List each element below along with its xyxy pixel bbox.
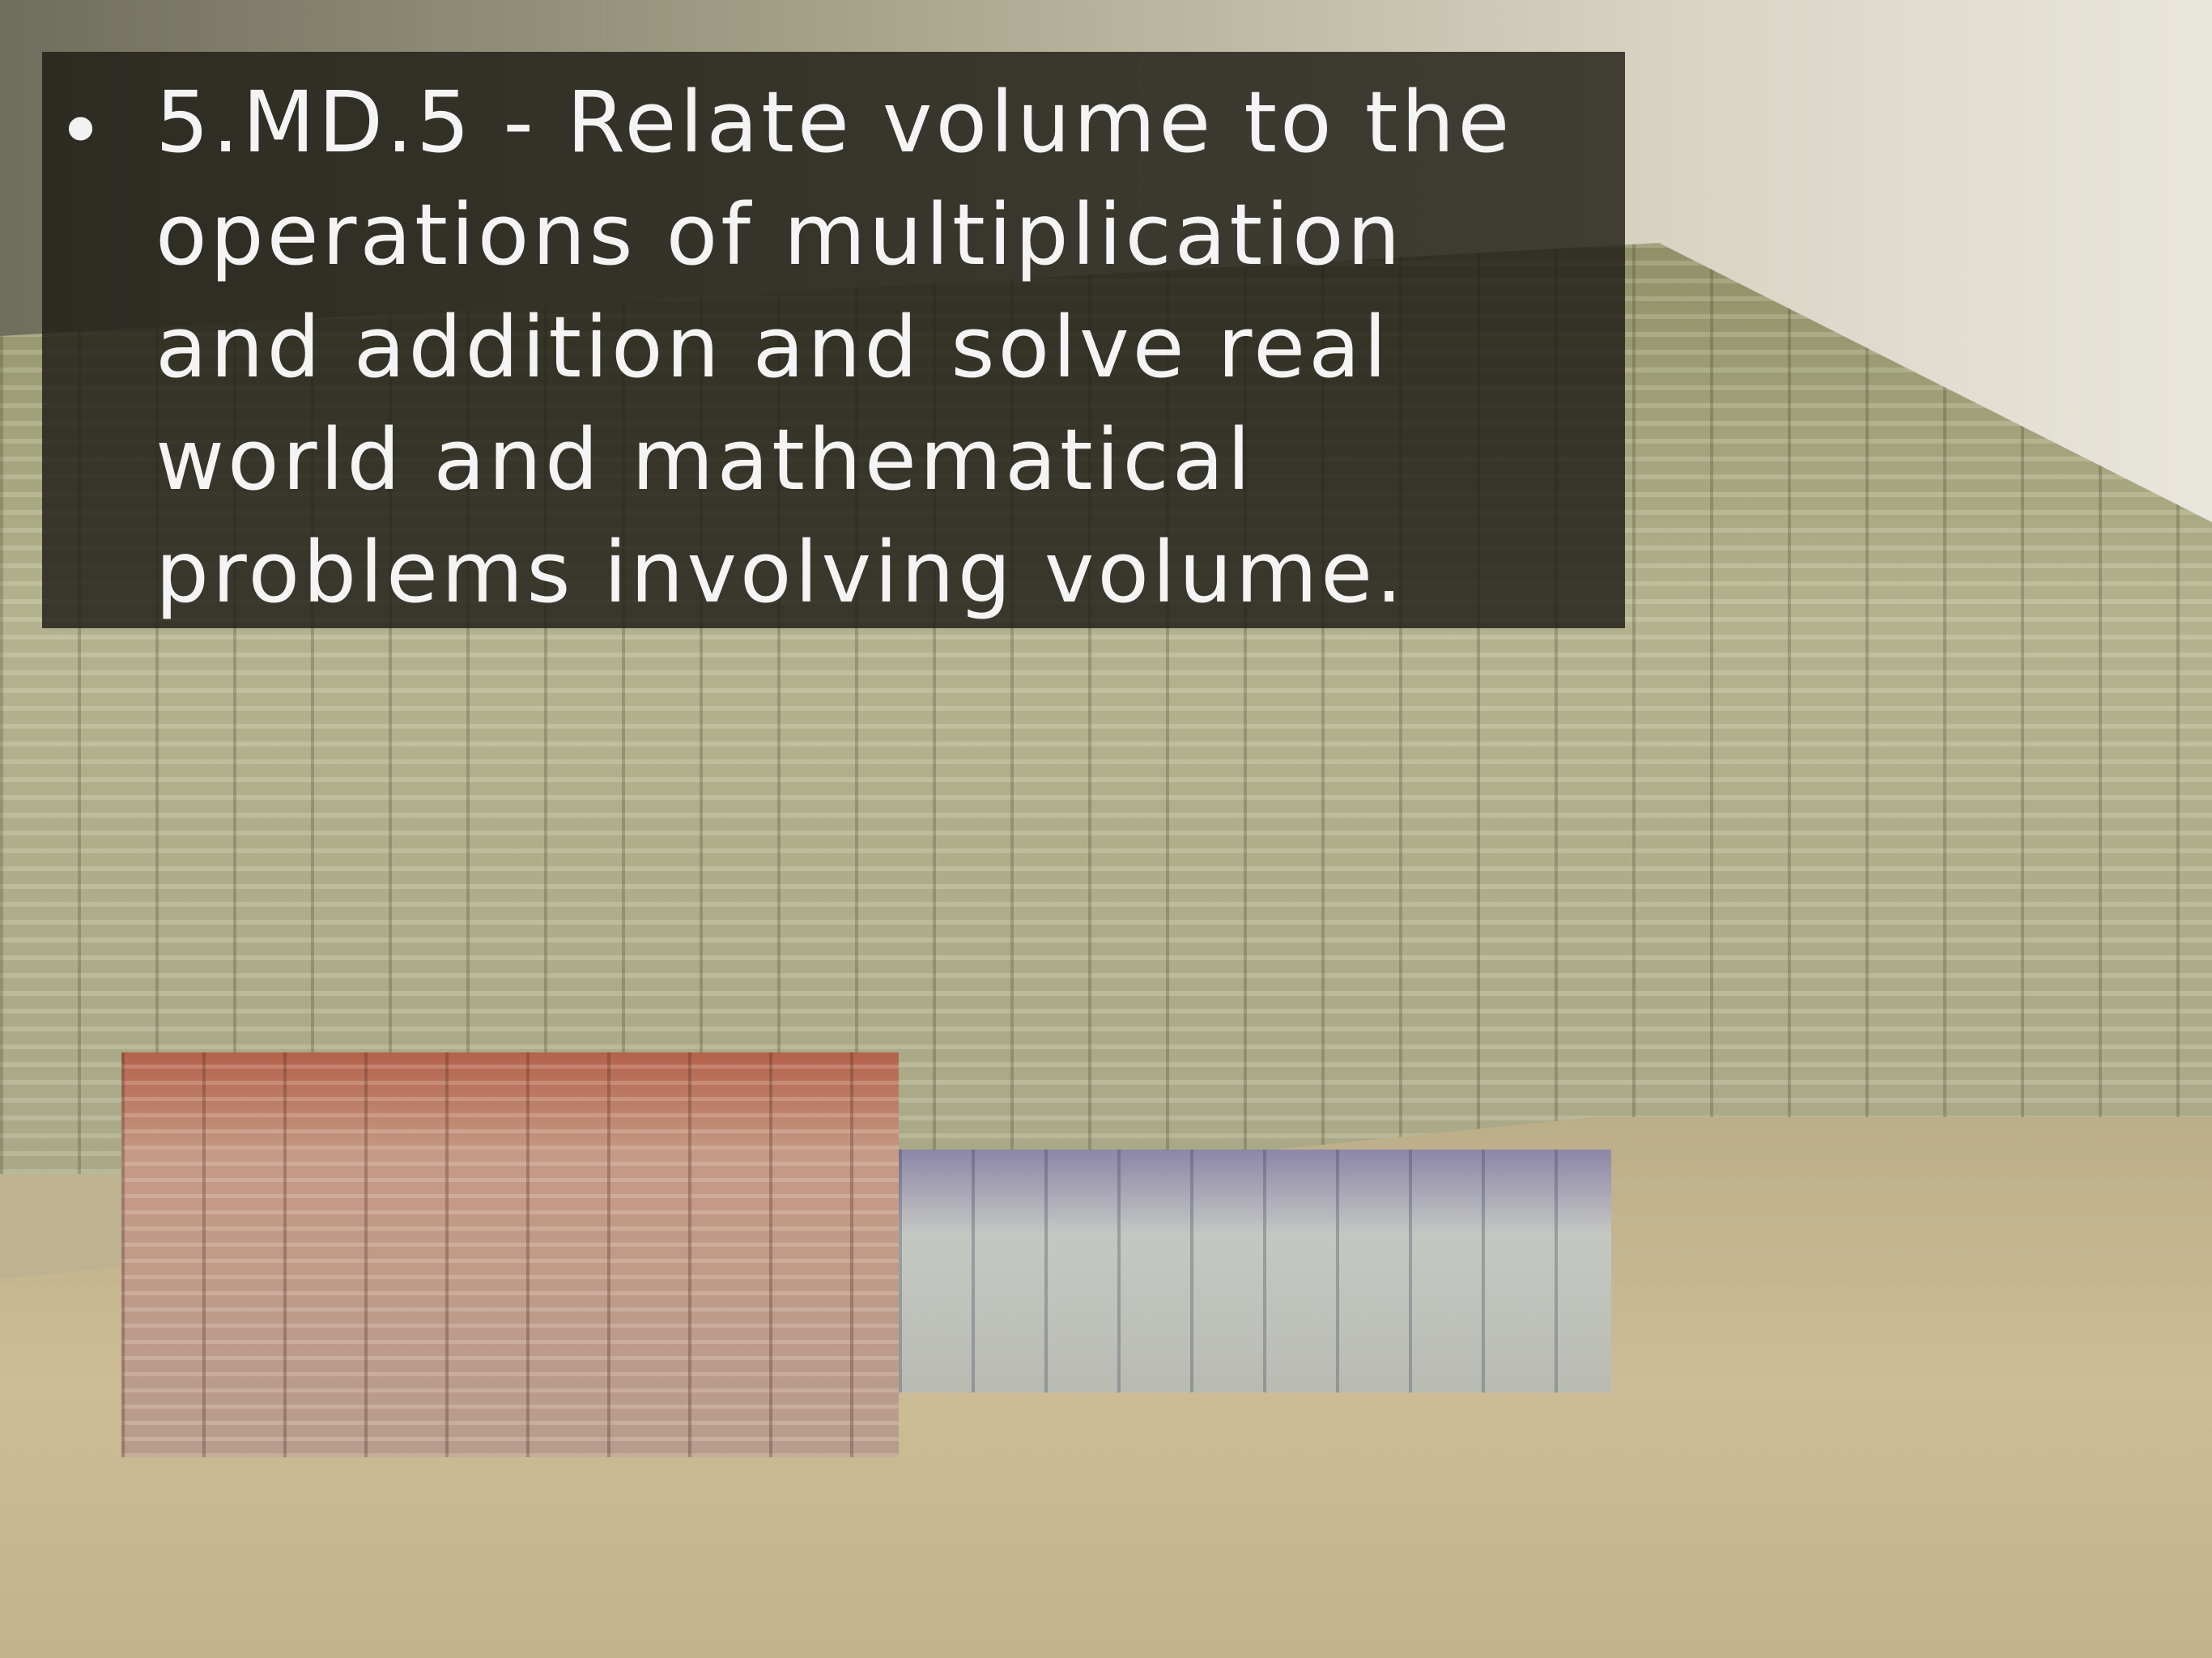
background-blue-bills [899, 1150, 1611, 1392]
background-pink-bills [121, 1052, 899, 1457]
bullet-text: 5.MD.5 - Relate volume to the operations… [155, 73, 1513, 622]
text-panel [42, 52, 1625, 628]
bullet-marker: • [57, 83, 104, 178]
